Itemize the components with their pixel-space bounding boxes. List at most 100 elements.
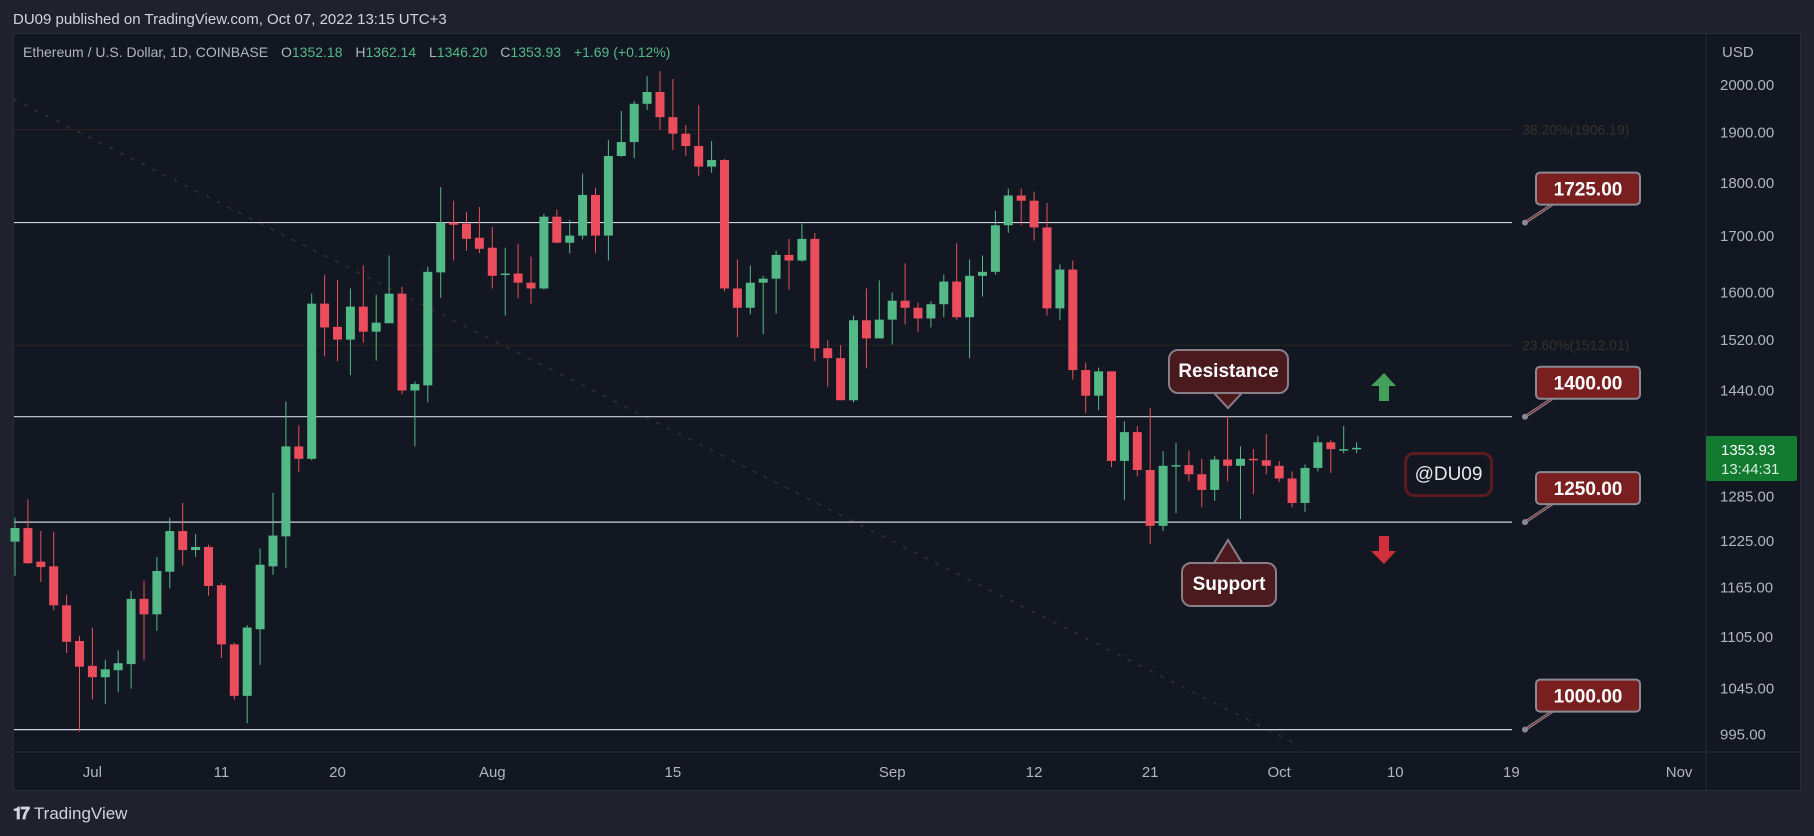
candle[interactable] [178,502,188,566]
candle[interactable] [939,274,949,318]
candle[interactable] [1055,264,1065,321]
candle[interactable] [707,141,717,173]
candle[interactable] [913,302,923,332]
candle[interactable] [629,100,639,159]
candle[interactable] [294,425,304,473]
level-label[interactable]: 1725.00 [1522,171,1641,226]
candle[interactable] [565,219,575,254]
candle[interactable] [978,255,987,297]
candle[interactable] [1107,371,1116,468]
candle[interactable] [152,556,162,631]
support-callout[interactable]: Support [1181,562,1277,607]
candle[interactable] [861,288,871,369]
candle[interactable] [268,492,278,575]
candle[interactable] [668,78,678,150]
candle[interactable] [436,187,446,298]
candle[interactable] [552,209,562,244]
candle[interactable] [358,265,368,343]
candle[interactable] [1274,460,1284,483]
candle[interactable] [1197,458,1207,508]
candle[interactable] [216,582,226,659]
candle[interactable] [874,280,884,339]
trend-line[interactable] [12,98,1301,747]
level-label[interactable]: 1000.00 [1522,678,1641,733]
candle[interactable] [281,401,291,568]
candle[interactable] [1145,408,1155,544]
candle[interactable] [320,274,330,357]
candle[interactable] [229,642,239,700]
candle[interactable] [642,76,652,110]
candle[interactable] [1184,450,1194,482]
candle[interactable] [681,124,691,156]
footer-brand[interactable]: 𝟏𝟕 TradingView [13,804,127,824]
candle[interactable] [36,531,46,583]
candle[interactable] [1261,434,1271,475]
candle[interactable] [526,256,536,304]
candle[interactable] [1081,362,1091,414]
candle[interactable] [165,517,175,589]
candle[interactable] [591,187,600,254]
candle[interactable] [23,499,33,564]
candle[interactable] [720,159,729,292]
candle[interactable] [900,263,910,325]
candle[interactable] [539,213,549,290]
candle[interactable] [500,247,510,316]
candle[interactable] [10,517,20,576]
candle[interactable] [1313,436,1323,472]
candle[interactable] [758,275,768,335]
candle[interactable] [965,259,975,359]
candle[interactable] [810,232,820,362]
candle[interactable] [397,286,407,395]
candle[interactable] [732,259,742,338]
candle[interactable] [836,345,846,401]
candle[interactable] [100,659,110,704]
candle[interactable] [1210,456,1220,501]
candle[interactable] [333,279,342,362]
level-label[interactable]: 1250.00 [1522,471,1641,526]
candle[interactable] [1300,464,1310,512]
candle[interactable] [784,238,794,290]
candle[interactable] [952,243,962,320]
candle[interactable] [75,635,84,732]
candle[interactable] [307,293,317,461]
candle[interactable] [423,266,433,403]
candle[interactable] [1029,191,1039,241]
candle[interactable] [1132,426,1142,477]
time-axis[interactable] [14,753,1705,790]
candle[interactable] [1236,446,1245,520]
candle[interactable] [1248,449,1258,495]
candle[interactable] [849,315,858,403]
candle[interactable] [371,294,381,361]
candle[interactable] [113,650,123,693]
candle[interactable] [1119,421,1129,501]
candle[interactable] [49,531,59,611]
candle[interactable] [204,544,213,596]
candle[interactable] [1016,188,1026,226]
candle[interactable] [1068,260,1078,380]
candle[interactable] [513,243,523,299]
candle[interactable] [384,255,394,324]
candle[interactable] [1003,188,1013,233]
resistance-callout[interactable]: Resistance [1168,349,1289,394]
candle[interactable] [616,110,626,158]
candle[interactable] [578,173,588,240]
candle[interactable] [255,548,265,665]
candle[interactable] [1042,202,1052,316]
candle[interactable] [1094,367,1104,411]
candle[interactable] [797,223,807,262]
candle[interactable] [191,534,201,557]
candle[interactable] [449,200,459,261]
candle[interactable] [462,211,471,251]
candle[interactable] [242,625,252,724]
candle[interactable] [1171,442,1181,514]
level-label[interactable]: 1400.00 [1522,365,1641,420]
candle[interactable] [126,590,136,689]
candle[interactable] [474,207,484,254]
candle[interactable] [823,340,833,387]
symbol-title[interactable]: Ethereum / U.S. Dollar, 1D, COINBASE [23,44,269,60]
candle[interactable] [1287,471,1297,508]
candle[interactable] [771,250,781,314]
candle[interactable] [345,288,355,376]
candle[interactable] [745,265,755,315]
